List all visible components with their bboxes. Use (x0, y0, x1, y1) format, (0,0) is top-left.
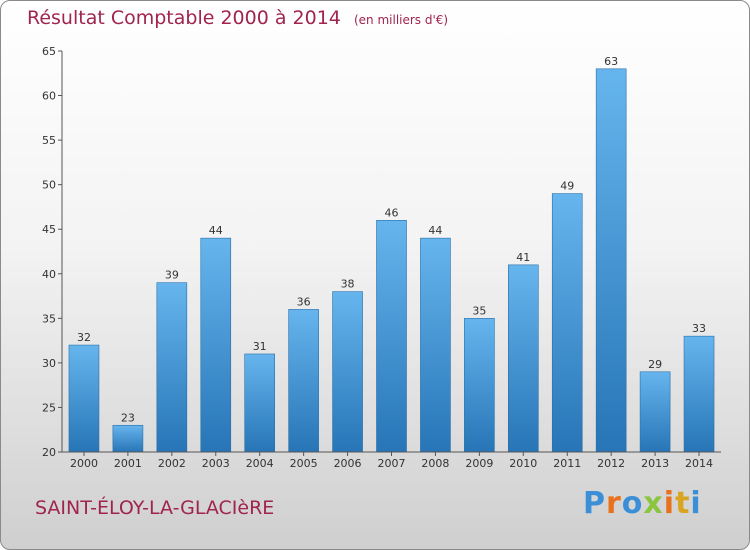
x-tick-label: 2014 (685, 457, 713, 470)
y-tick-label: 40 (42, 268, 56, 281)
bar-value-label: 63 (604, 55, 618, 68)
logo-letter: x (643, 486, 664, 521)
bar-value-label: 39 (165, 269, 179, 282)
bar-value-label: 44 (428, 224, 442, 237)
y-tick-label: 30 (42, 357, 56, 370)
title-row: Résultat Comptable 2000 à 2014 (en milli… (27, 7, 448, 29)
x-tick-label: 2013 (641, 457, 669, 470)
logo-letter: t (675, 486, 691, 521)
chart-title: Résultat Comptable 2000 à 2014 (27, 7, 341, 29)
x-tick-label: 2011 (553, 457, 581, 470)
bar-value-label: 38 (341, 278, 355, 291)
bars-group: 32 23 39 44 31 36 38 46 44 35 41 49 63 29 33 (68, 55, 715, 453)
bar-value-label: 41 (516, 251, 530, 264)
bar-2009 (464, 318, 495, 453)
x-tick-label: 2010 (509, 457, 537, 470)
x-tick-label: 2008 (421, 457, 449, 470)
y-tick-label: 20 (42, 446, 56, 459)
x-tick-label: 2001 (114, 457, 142, 470)
bar-value-label: 23 (121, 411, 135, 424)
bar-value-label: 49 (560, 180, 574, 193)
x-tick-label: 2003 (202, 457, 230, 470)
bar-2005 (288, 309, 319, 453)
bar-2002 (156, 282, 188, 453)
y-tick-label: 35 (42, 312, 56, 325)
y-tick-label: 60 (42, 90, 56, 103)
chart-unit-note: (en milliers d'€) (353, 13, 449, 27)
bar-value-label: 46 (385, 206, 399, 219)
bar-2003 (200, 237, 232, 453)
y-tick-label: 65 (42, 45, 56, 58)
logo-letter: r (606, 486, 622, 521)
bar-value-label: 44 (209, 224, 223, 237)
logo-letter: o (621, 486, 644, 521)
bar-2012 (595, 68, 627, 453)
y-tick-label: 55 (42, 134, 56, 147)
x-tick-label: 2005 (290, 457, 318, 470)
bar-2013 (639, 371, 671, 453)
x-tick-label: 2012 (597, 457, 625, 470)
x-tick-label: 2004 (246, 457, 274, 470)
y-tick-label: 25 (42, 401, 56, 414)
proxiti-logo: Proxiti (583, 486, 702, 521)
bar-value-label: 33 (692, 322, 706, 335)
logo-letter: P (583, 486, 606, 521)
bar-value-label: 32 (77, 331, 91, 344)
y-tick-label: 45 (42, 223, 56, 236)
bar-2000 (68, 344, 100, 453)
x-tick-label: 2007 (378, 457, 406, 470)
logo-letter: i (690, 486, 702, 521)
bar-2014 (683, 335, 715, 453)
bar-value-label: 36 (297, 295, 311, 308)
bar-2007 (376, 220, 407, 453)
bar-2011 (551, 193, 583, 453)
x-tick-label: 2006 (334, 457, 362, 470)
x-tick-label: 2002 (158, 457, 186, 470)
logo-letter: i (663, 486, 676, 521)
bar-2010 (507, 264, 539, 453)
bar-2008 (420, 237, 451, 453)
bar-2004 (244, 353, 275, 453)
bar-value-label: 35 (472, 304, 486, 317)
x-tick-label: 2000 (70, 457, 98, 470)
bar-value-label: 31 (253, 340, 267, 353)
bar-2001 (112, 424, 144, 453)
y-axis: 20 25 30 35 40 45 50 55 60 65 (42, 45, 63, 459)
x-tick-label: 2009 (465, 457, 493, 470)
bar-2006 (332, 291, 363, 453)
bar-value-label: 29 (648, 358, 662, 371)
town-name: SAINT-ÉLOY-LA-GLACIèRE (35, 497, 275, 519)
x-axis: 2000 2001 2002 2003 2004 2005 2006 2007 2008 2009… (62, 451, 721, 470)
y-tick-label: 50 (42, 179, 56, 192)
